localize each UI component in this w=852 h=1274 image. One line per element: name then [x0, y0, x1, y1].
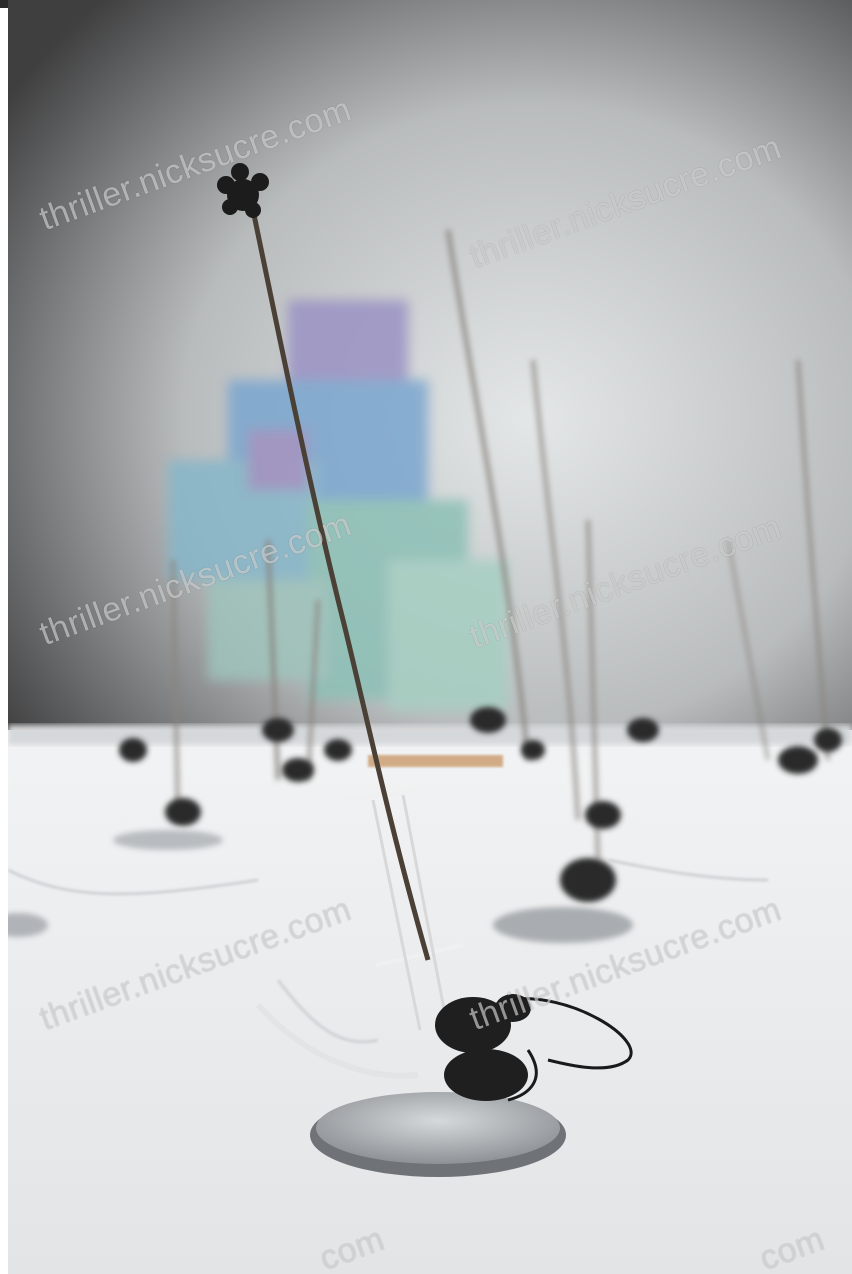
- background-discs: [8, 830, 633, 943]
- cables: [8, 858, 769, 1044]
- foreground-sculpture: [217, 163, 633, 1177]
- photo: thriller.nicksucre.com thriller.nicksucr…: [8, 0, 852, 1274]
- background-clusters: [119, 707, 842, 902]
- background-plants: [171, 229, 830, 861]
- floor: [8, 730, 852, 1274]
- projection: [168, 300, 508, 710]
- scene: [8, 0, 852, 1274]
